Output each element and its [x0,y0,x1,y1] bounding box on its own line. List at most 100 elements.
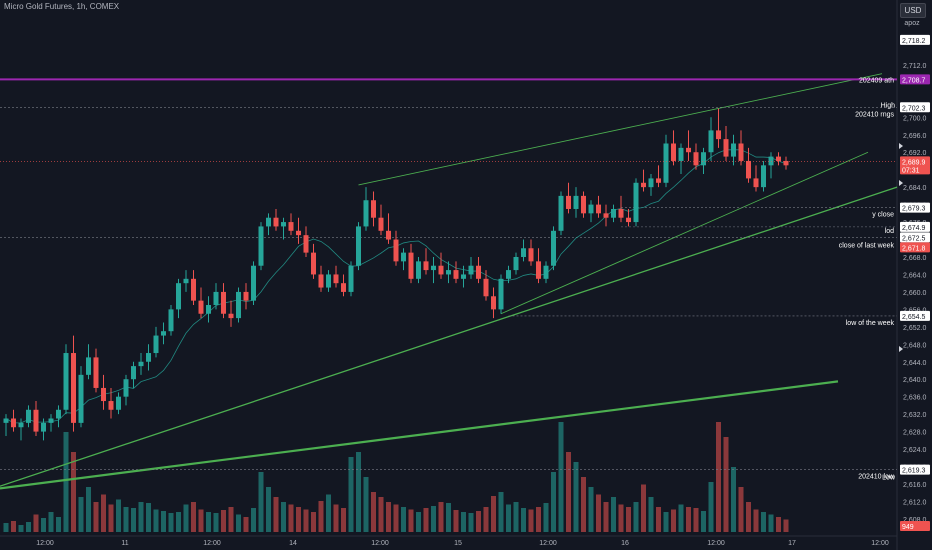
volume-bar [431,506,436,532]
current-price-tag-bg [900,156,930,175]
candle-body [123,379,129,397]
level-tag-bg [900,310,930,321]
volume-bar [288,504,294,532]
volume-bar [596,494,601,532]
y-tick-label: 2,656.0 [903,307,926,314]
volume-bar [371,492,376,532]
volume-bar [251,508,256,532]
candle-body [641,182,646,188]
y-tick-label: 2,640.0 [903,377,926,384]
volume-bar [236,514,241,532]
volume-bar [588,487,594,532]
volume-bar [56,517,61,532]
y-tick-label: 2,608.0 [903,517,926,524]
candle-body [3,418,9,423]
candle-body [536,261,541,279]
candle-body [161,331,166,336]
volume-bar [198,509,204,532]
volume-bar [566,452,571,532]
volume-bar [581,477,586,532]
candle-body [168,309,174,332]
y-tick-label: 2,616.0 [903,482,926,489]
volume-bar [641,484,646,532]
candle-body [491,296,496,310]
candle-body [198,300,204,314]
volume-bar [401,507,406,532]
x-tick-label: 17 [788,540,796,547]
x-tick-label: 14 [289,540,297,547]
candle-body [783,160,789,166]
candle-body [213,291,219,306]
candle-body [753,178,759,188]
volume-bar [626,507,631,532]
level-label: low of the week [846,320,895,327]
candle-body [48,418,54,423]
axis-arrow-icon [899,180,903,186]
x-tick-label: 15 [454,540,462,547]
candle-body [26,409,31,423]
volume-bar [693,508,699,532]
level-label: close of last week [839,242,895,249]
channel-lower [500,151,869,315]
currency-button[interactable]: USD [900,3,926,18]
candle-body [401,252,406,262]
volume-bar [168,513,174,532]
x-tick-label: 16 [621,540,629,547]
candle-body [438,265,444,275]
volume-bar [108,504,114,532]
candle-body [266,217,271,227]
level-tag-bg [900,74,930,85]
candle-body [506,270,511,279]
candle-body [573,195,579,209]
y-tick-label: 2,648.0 [903,342,926,349]
top-price-tag-bg [900,34,930,45]
volume-tag: 949 [902,524,914,531]
volume-bar [408,509,414,532]
volume-bar [153,509,159,532]
top-price-tag: 2,718.2 [902,38,925,45]
y-tick-label: 2,668.0 [903,255,926,262]
candle-body [333,274,339,284]
volume-bar [783,519,789,532]
volume-bar [603,502,609,532]
volume-bar [753,509,759,532]
candle-body [393,239,399,262]
volume-bar [71,452,76,532]
volume-bar [746,502,751,532]
level-label: y close [872,212,894,219]
candle-body [498,278,504,310]
candle-body [378,217,384,231]
x-tick-label: 12:00 [871,540,889,547]
candle-body [513,256,519,271]
trendline-long-term [0,380,839,490]
candle-body [686,147,691,153]
candle-body [371,200,376,218]
candle-body [33,409,39,432]
level-tag-bg [900,202,930,213]
candle-body [581,195,586,214]
y-tick-label: 2,664.0 [903,272,926,279]
volume-bar [266,487,271,532]
level-prefix: Low [882,475,896,482]
candle-body [453,270,459,279]
x-tick-label: 12:00 [203,540,221,547]
volume-bar [161,511,166,532]
volume-bar [33,514,39,532]
y-tick-label: 2,696.0 [903,133,926,140]
volume-bar [536,507,541,532]
volume-bar [93,502,99,532]
volume-bar [701,511,706,532]
volume-bar [618,504,624,532]
volume-bar [131,508,136,532]
level-label: 202410 low [858,474,895,481]
volume-bar [41,518,46,532]
candle-body [678,147,684,161]
candle-body [176,283,181,310]
candle-body [183,278,189,284]
candle-body [71,353,76,423]
candle-body [356,226,361,266]
candle-body [56,409,61,419]
candle-body [723,139,729,157]
candle-body [78,374,84,423]
